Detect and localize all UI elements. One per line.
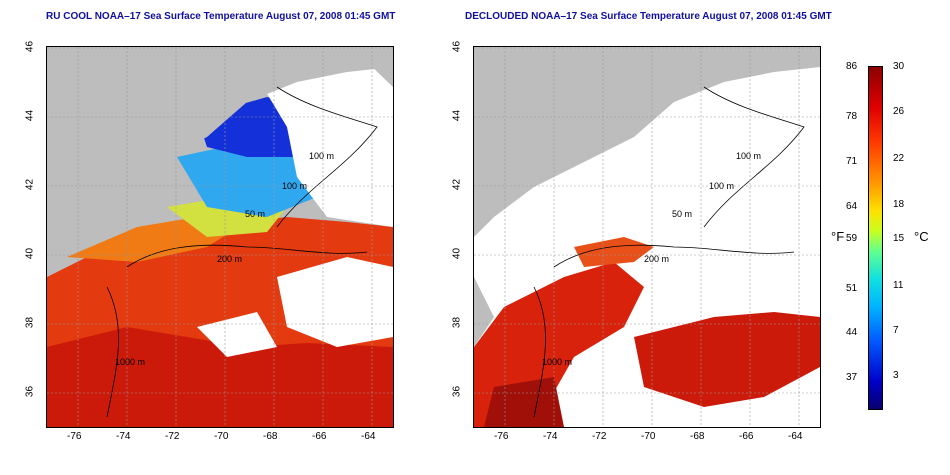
right-map-title: DECLOUDED NOAA–17 Sea Surface Temperatur…: [465, 11, 832, 22]
colorbar-c-label: 3: [893, 370, 899, 381]
graticule: [47, 47, 393, 427]
land-region-south: [474, 277, 494, 347]
left-map-title: RU COOL NOAA–17 Sea Surface Temperature …: [46, 11, 396, 22]
isobath-line: [276, 86, 378, 228]
warm-water-region-2: [634, 312, 820, 407]
lon-tick-label: -76: [67, 431, 82, 442]
left-sst-map[interactable]: 100 m 100 m 50 m 200 m 1000 m: [46, 46, 394, 428]
hot-water-region: [484, 377, 564, 427]
isobath-label: 1000 m: [542, 357, 572, 367]
lat-tick-label: 44: [24, 109, 36, 122]
colorbar-c-label: 7: [893, 325, 899, 336]
isobath-line: [533, 286, 546, 418]
left-map-canvas: 100 m 100 m 50 m 200 m 1000 m: [47, 47, 393, 427]
lat-tick-label: 44: [451, 109, 463, 122]
colorbar-f-label: 59: [846, 233, 858, 244]
temperature-colorbar: [868, 66, 883, 410]
lon-tick-label: -74: [116, 431, 131, 442]
colorbar-c-label: 15: [893, 233, 905, 244]
lat-tick-label: 38: [24, 316, 36, 329]
lat-tick-label: 46: [451, 40, 463, 53]
lon-tick-label: -66: [312, 431, 327, 442]
colorbar-f-label: 51: [846, 283, 858, 294]
isobath-label: 200 m: [217, 254, 242, 264]
isobath-line: [553, 244, 795, 268]
colorbar-c-label: 18: [893, 199, 905, 210]
colorbar-f-label: 78: [846, 111, 858, 122]
hot-water-region: [47, 327, 393, 427]
colorbar-c-label: 11: [893, 280, 904, 291]
colorbar-c-label: 26: [893, 106, 905, 117]
lat-tick-label: 38: [451, 316, 463, 329]
lon-tick-label: -74: [543, 431, 558, 442]
lat-tick-label: 42: [24, 178, 36, 191]
lat-tick-label: 40: [451, 247, 463, 260]
isobath-label: 50 m: [672, 209, 692, 219]
right-sst-map[interactable]: 100 m 100 m 50 m 200 m 1000 m: [473, 46, 821, 428]
colorbar-f-label: 86: [846, 61, 858, 72]
isobath-label: 100 m: [309, 151, 334, 161]
isobath-label: 50 m: [245, 209, 265, 219]
colorbar-f-label: 37: [846, 372, 858, 383]
fahrenheit-unit-label: °F: [831, 229, 845, 244]
graticule: [474, 47, 820, 427]
isobath-label: 1000 m: [115, 357, 145, 367]
lon-tick-label: -68: [263, 431, 278, 442]
lon-tick-label: -72: [592, 431, 607, 442]
isobath-line: [126, 244, 368, 268]
lon-tick-label: -72: [165, 431, 180, 442]
lat-tick-label: 42: [451, 178, 463, 191]
land-region: [474, 47, 820, 237]
lat-tick-label: 40: [24, 247, 36, 260]
celsius-unit-label: °C: [914, 229, 929, 244]
colorbar-f-label: 44: [846, 327, 858, 338]
isobath-label: 100 m: [282, 181, 307, 191]
lon-tick-label: -64: [361, 431, 376, 442]
isobath-line: [703, 86, 805, 228]
colorbar-c-label: 22: [893, 153, 905, 164]
colorbar-c-label: 30: [893, 61, 905, 72]
isobath-label: 100 m: [736, 151, 761, 161]
warm-water-region-3: [574, 237, 654, 267]
isobath-label: 100 m: [709, 181, 734, 191]
cloud-mask-region-2: [197, 312, 277, 357]
lon-tick-label: -64: [788, 431, 803, 442]
lat-tick-label: 36: [451, 385, 463, 398]
lon-tick-label: -66: [739, 431, 754, 442]
lon-tick-label: -70: [641, 431, 656, 442]
lon-tick-label: -70: [214, 431, 229, 442]
land-region: [47, 47, 393, 237]
cloud-mask-region: [277, 257, 393, 347]
lon-tick-label: -76: [494, 431, 509, 442]
colorbar-f-label: 64: [846, 201, 858, 212]
isobath-line: [106, 286, 119, 418]
lon-tick-label: -68: [690, 431, 705, 442]
isobath-label: 200 m: [644, 254, 669, 264]
lat-tick-label: 36: [24, 385, 36, 398]
cool-water-region: [177, 142, 317, 217]
right-map-canvas: 100 m 100 m 50 m 200 m 1000 m: [474, 47, 820, 427]
lat-tick-label: 46: [24, 40, 36, 53]
colorbar-f-label: 71: [846, 156, 858, 167]
